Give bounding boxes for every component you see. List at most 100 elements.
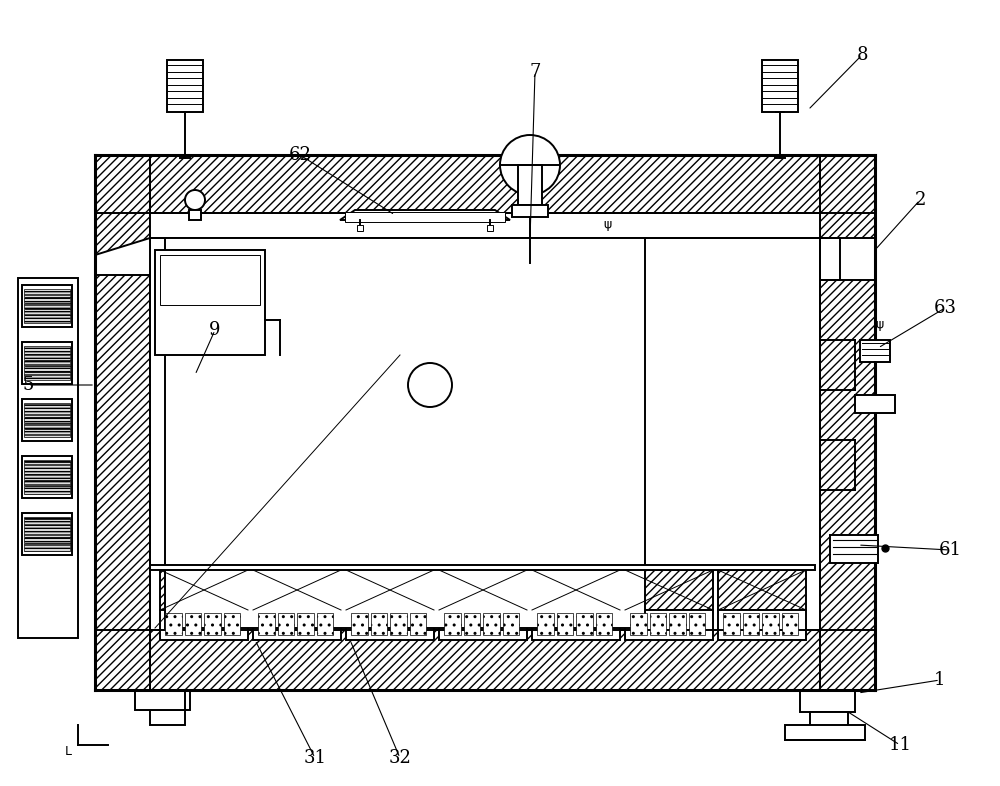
Text: 11: 11 xyxy=(889,736,912,754)
Bar xyxy=(22,513,72,555)
Bar xyxy=(135,690,185,710)
Polygon shape xyxy=(95,238,150,275)
Bar xyxy=(316,613,333,635)
Text: 5: 5 xyxy=(22,376,34,394)
Bar xyxy=(537,613,554,635)
Bar xyxy=(390,613,406,635)
Bar xyxy=(820,238,875,280)
Circle shape xyxy=(185,190,205,210)
Bar xyxy=(762,613,778,635)
Text: 9: 9 xyxy=(209,321,221,339)
Bar xyxy=(444,613,460,635)
Bar xyxy=(24,289,70,323)
Bar xyxy=(95,155,875,213)
Text: ψ: ψ xyxy=(604,218,612,231)
Bar xyxy=(650,613,666,635)
Bar xyxy=(762,60,798,112)
Text: 62: 62 xyxy=(289,146,311,164)
Bar xyxy=(625,610,713,640)
Bar xyxy=(503,613,519,635)
Text: 31: 31 xyxy=(304,749,326,767)
Bar xyxy=(204,613,220,635)
Bar xyxy=(512,205,548,217)
Bar xyxy=(22,399,72,441)
Circle shape xyxy=(408,363,452,407)
Bar xyxy=(625,570,713,610)
Bar xyxy=(410,613,426,635)
Text: 32: 32 xyxy=(389,749,411,767)
Text: ψ: ψ xyxy=(876,318,884,331)
Bar xyxy=(346,610,434,640)
Bar xyxy=(22,456,72,498)
Bar xyxy=(150,213,820,238)
Text: L: L xyxy=(64,745,72,758)
Bar xyxy=(160,570,248,610)
Bar xyxy=(487,225,493,231)
Bar xyxy=(596,613,612,635)
Bar xyxy=(95,630,875,690)
Bar xyxy=(258,613,274,635)
Bar xyxy=(253,570,341,610)
Bar xyxy=(464,613,480,635)
Text: 63: 63 xyxy=(934,299,956,317)
Bar xyxy=(184,613,201,635)
Circle shape xyxy=(500,135,560,195)
Text: 1: 1 xyxy=(934,671,946,689)
Bar xyxy=(24,403,70,437)
Bar xyxy=(150,565,815,570)
Bar xyxy=(22,342,72,384)
Bar xyxy=(165,238,645,628)
Bar xyxy=(576,613,592,635)
Bar xyxy=(723,613,740,635)
Bar xyxy=(532,570,620,610)
Bar xyxy=(370,613,387,635)
Bar xyxy=(742,613,759,635)
Bar xyxy=(518,165,542,205)
Bar xyxy=(782,613,798,635)
Bar xyxy=(155,250,265,355)
Bar xyxy=(556,613,573,635)
Bar xyxy=(278,613,294,635)
Text: 8: 8 xyxy=(856,46,868,64)
Bar xyxy=(785,725,865,740)
Bar xyxy=(688,613,705,635)
Bar xyxy=(860,340,890,362)
Bar xyxy=(95,155,150,690)
Bar xyxy=(439,570,527,610)
Bar xyxy=(24,460,70,494)
Bar xyxy=(160,610,248,640)
Polygon shape xyxy=(340,210,510,220)
Bar xyxy=(22,285,72,327)
Bar xyxy=(18,278,78,638)
Bar xyxy=(820,155,875,690)
Bar xyxy=(24,517,70,551)
Bar xyxy=(855,395,895,413)
Bar xyxy=(345,212,505,222)
Bar xyxy=(669,613,686,635)
Bar xyxy=(810,712,848,727)
Bar xyxy=(439,610,527,640)
Bar xyxy=(140,690,190,710)
Bar xyxy=(351,613,368,635)
Bar xyxy=(532,610,620,640)
Bar xyxy=(800,690,855,712)
Bar xyxy=(167,60,203,112)
Bar xyxy=(718,610,806,640)
Bar xyxy=(297,613,314,635)
Bar xyxy=(150,710,185,725)
Bar xyxy=(357,225,363,231)
Bar xyxy=(630,613,646,635)
Bar xyxy=(165,613,182,635)
Bar xyxy=(718,570,806,610)
Bar xyxy=(224,613,240,635)
Bar xyxy=(24,346,70,380)
Text: 7: 7 xyxy=(529,63,541,81)
Text: 61: 61 xyxy=(938,541,962,559)
Bar xyxy=(346,570,434,610)
Bar xyxy=(483,613,500,635)
Bar xyxy=(830,535,878,563)
Text: 2: 2 xyxy=(914,191,926,209)
Bar xyxy=(160,255,260,305)
Bar xyxy=(189,210,201,220)
Bar xyxy=(253,610,341,640)
